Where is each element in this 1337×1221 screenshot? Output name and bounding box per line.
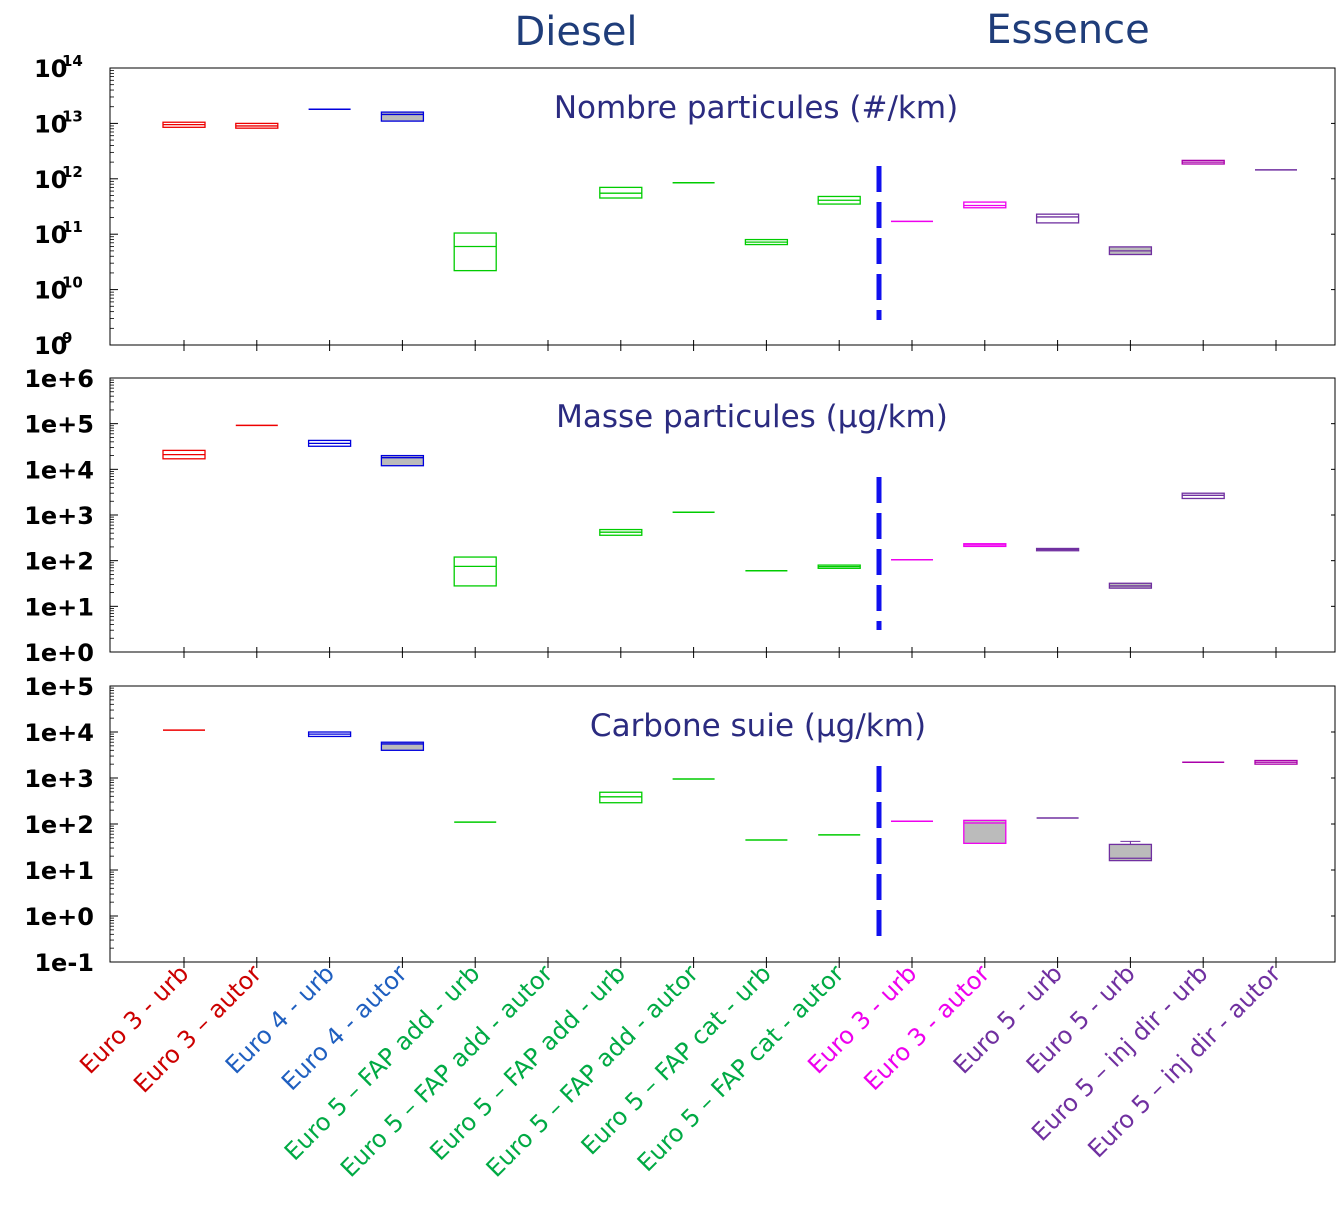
y-tick-label: 1e+6 [24, 365, 94, 393]
plot-frame [109, 67, 1336, 346]
box-0 [162, 121, 206, 128]
y-tick-label: 10 [34, 221, 67, 249]
box-body [453, 556, 497, 587]
y-tick-label: 1e+0 [24, 639, 94, 667]
box-11 [963, 819, 1007, 844]
box-body [599, 791, 643, 804]
box-body [380, 454, 425, 467]
box-11 [963, 201, 1007, 209]
box-14 [1181, 492, 1225, 500]
y-tick-label: 10 [34, 166, 67, 194]
box-2 [307, 731, 352, 738]
y-tick-label: 1e+2 [24, 811, 94, 839]
box-9 [817, 564, 861, 569]
box-1 [235, 122, 279, 129]
box-body [380, 741, 425, 751]
box-9 [817, 195, 861, 205]
box-15 [1254, 759, 1298, 765]
box-3 [380, 454, 425, 467]
x-category-label: Euro 3 – autor [128, 959, 267, 1098]
y-tick-label: 1e+3 [24, 502, 94, 530]
box-13 [1108, 582, 1153, 589]
y-tick-label: 1e+5 [24, 673, 94, 701]
panel-title: Masse particules (µg/km) [556, 399, 948, 435]
box-6 [599, 186, 643, 199]
box-13 [1108, 840, 1153, 862]
y-tick-exponent: 11 [62, 218, 83, 236]
y-tick-label: 10 [34, 277, 67, 305]
y-tick-label: 10 [34, 55, 67, 83]
y-tick-label: 1e-1 [34, 949, 94, 977]
panel-title: Carbone suie (µg/km) [590, 708, 926, 744]
box-14 [1181, 159, 1225, 165]
y-tick-label: 1e+5 [24, 411, 94, 439]
box-2 [307, 439, 352, 447]
box-4 [453, 556, 497, 587]
y-tick-label: 1e+1 [24, 593, 94, 621]
header-essence: Essence [986, 7, 1150, 53]
box-8 [744, 238, 789, 246]
y-tick-label: 1e+2 [24, 548, 94, 576]
y-tick-label: 10 [34, 332, 67, 360]
box-12 [1035, 213, 1080, 224]
box-body [963, 819, 1007, 844]
box-4 [453, 232, 497, 272]
y-tick-exponent: 12 [62, 163, 83, 181]
y-tick-exponent: 10 [62, 274, 83, 292]
box-3 [380, 741, 425, 751]
box-body [380, 111, 425, 122]
y-tick-label: 1e+3 [24, 765, 94, 793]
header-diesel: Diesel [514, 9, 637, 55]
y-tick-label: 1e+1 [24, 857, 94, 885]
y-tick-exponent: 9 [62, 329, 72, 347]
box-6 [599, 528, 643, 536]
y-tick-label: 1e+4 [24, 719, 94, 747]
box-11 [963, 543, 1007, 548]
panel-title: Nombre particules (#/km) [554, 90, 958, 126]
box-13 [1108, 246, 1153, 256]
panel-2: 1e+0 1e+1 1e+2 1e+3 1e+4 1e+5 1e+6 Masse partic… [24, 365, 1336, 667]
y-tick-label: 10 [34, 110, 67, 138]
box-body [453, 232, 497, 272]
y-tick-label: 1e+0 [24, 903, 94, 931]
y-tick-exponent: 14 [62, 52, 83, 70]
box-12 [1035, 547, 1080, 552]
y-tick-exponent: 13 [62, 107, 83, 125]
box-0 [162, 449, 206, 460]
x-category-label: Euro 4 - autor [276, 959, 413, 1096]
panel-3: 1e-1 1e+0 1e+1 1e+2 1e+3 1e+4 1e+5 Carbone suie… [24, 673, 1336, 977]
box-6 [599, 791, 643, 804]
y-tick-label: 1e+4 [24, 456, 94, 484]
box-body [1108, 843, 1153, 862]
box-3 [380, 111, 425, 122]
box-body [1035, 213, 1080, 224]
x-category-label: Euro 3 - autor [859, 959, 996, 1096]
